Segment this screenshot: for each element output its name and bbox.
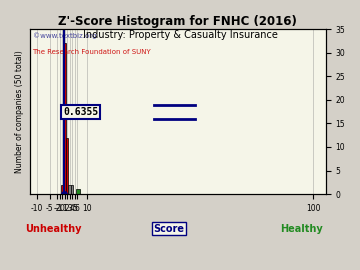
Text: Healthy: Healthy xyxy=(280,224,323,234)
Text: The Research Foundation of SUNY: The Research Foundation of SUNY xyxy=(32,49,151,55)
Bar xyxy=(66,137,68,194)
Title: Z'-Score Histogram for FNHC (2016): Z'-Score Histogram for FNHC (2016) xyxy=(58,15,297,28)
Bar xyxy=(63,43,66,194)
Text: ©www.textbiz.org: ©www.textbiz.org xyxy=(32,32,96,39)
Text: Score: Score xyxy=(153,224,184,234)
Bar xyxy=(71,185,73,194)
Text: Industry: Property & Casualty Insurance: Industry: Property & Casualty Insurance xyxy=(82,30,278,40)
Text: 0.6355: 0.6355 xyxy=(63,107,98,117)
Y-axis label: Number of companies (50 total): Number of companies (50 total) xyxy=(15,50,24,173)
Bar xyxy=(76,189,80,194)
Text: Unhealthy: Unhealthy xyxy=(25,224,81,234)
Bar xyxy=(61,185,63,194)
Bar xyxy=(68,185,71,194)
